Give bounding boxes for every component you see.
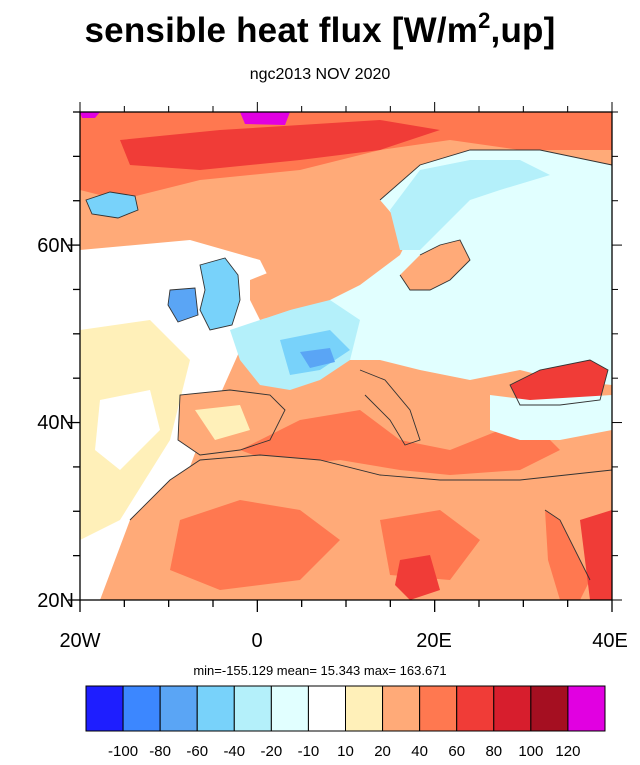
colorbar-label: -20 bbox=[261, 743, 283, 760]
coast-baltic bbox=[399, 239, 471, 291]
x-tick-label-20w: 20W bbox=[59, 630, 100, 652]
colorbar-swatch bbox=[382, 685, 421, 732]
atlantic-white-patch bbox=[95, 390, 160, 470]
colorbar-label: -40 bbox=[223, 743, 245, 760]
sahara-warm bbox=[170, 500, 340, 590]
map-title: sensible heat flux [W/m2,up] bbox=[0, 8, 640, 51]
y-tick-label-60n: 60N bbox=[37, 235, 74, 257]
colorbar-swatch bbox=[530, 685, 569, 732]
colorbar-swatch bbox=[159, 685, 198, 732]
title-tail: ,up] bbox=[490, 11, 556, 50]
colorbar-swatch bbox=[345, 685, 384, 732]
iberia-inner bbox=[195, 405, 250, 440]
colorbar-swatch bbox=[456, 685, 495, 732]
coastlines bbox=[85, 149, 613, 581]
red-sea bbox=[545, 510, 590, 600]
field-layer bbox=[80, 112, 612, 600]
coast-britain bbox=[199, 257, 241, 331]
colorbar-label: -100 bbox=[108, 743, 138, 760]
x-tick-label-0: 0 bbox=[251, 630, 262, 652]
coast-black-sea bbox=[509, 359, 609, 406]
x-axis-labels: 20W 0 20E 40E bbox=[59, 630, 627, 652]
colorbar-swatch bbox=[307, 685, 346, 732]
axis-ticks bbox=[68, 102, 622, 612]
arabia bbox=[580, 510, 612, 600]
coast-red-sea bbox=[544, 509, 591, 581]
great-britain bbox=[200, 258, 240, 330]
colorbar-label: 100 bbox=[518, 743, 543, 760]
coast-iceland bbox=[85, 191, 139, 219]
colorbar-label: 40 bbox=[411, 743, 428, 760]
iceland bbox=[86, 192, 138, 218]
scandinavia-land bbox=[390, 160, 550, 250]
colorbar-label: 20 bbox=[374, 743, 391, 760]
colorbar-swatch bbox=[122, 685, 161, 732]
arctic-magenta-patch bbox=[240, 112, 290, 125]
title-main: sensible heat flux [W/m bbox=[84, 11, 479, 50]
sahara-hot-spot bbox=[395, 555, 440, 600]
coast-ireland bbox=[167, 287, 199, 323]
colorbar: -100 -80 -60 -40 -20 -10 10 20 40 60 80 100 120 bbox=[85, 685, 606, 760]
black-sea bbox=[510, 360, 608, 405]
anatolia bbox=[490, 395, 612, 440]
colorbar-label: 10 bbox=[337, 743, 354, 760]
x-tick-label-40e: 40E bbox=[592, 630, 628, 652]
mediterranean-sea bbox=[240, 410, 560, 475]
corner-magenta-patch bbox=[80, 112, 100, 118]
title-superscript: 2 bbox=[478, 8, 491, 33]
colorbar-label: 120 bbox=[555, 743, 580, 760]
colorbar-swatch bbox=[85, 685, 124, 732]
colorbar-swatch bbox=[567, 685, 606, 732]
colorbar-label: 80 bbox=[485, 743, 502, 760]
north-sea bbox=[250, 260, 330, 320]
arctic-hot-band bbox=[120, 120, 440, 170]
ireland bbox=[168, 288, 198, 322]
coast-north-africa bbox=[129, 454, 613, 521]
colorbar-swatch bbox=[196, 685, 235, 732]
coast-arctic bbox=[379, 149, 613, 201]
colorbar-label: -80 bbox=[149, 743, 171, 760]
x-tick-label-20e: 20E bbox=[416, 630, 452, 652]
coast-iberia bbox=[177, 389, 286, 456]
y-axis-labels: 60N 40N 20N bbox=[37, 235, 74, 612]
colorbar-label: -10 bbox=[298, 743, 320, 760]
colorbar-swatch bbox=[233, 685, 272, 732]
colorbar-swatch bbox=[419, 685, 458, 732]
colorbar-label: -60 bbox=[186, 743, 208, 760]
coast-italy bbox=[359, 369, 421, 446]
stats-line: min=-155.129 mean= 15.343 max= 163.671 bbox=[193, 663, 447, 678]
alps-core bbox=[300, 348, 335, 368]
colorbar-swatch bbox=[270, 685, 309, 732]
map-subtitle: ngc2013 NOV 2020 bbox=[249, 66, 391, 83]
colorbar-label: 60 bbox=[448, 743, 465, 760]
italy bbox=[360, 370, 420, 445]
colorbar-swatch bbox=[493, 685, 532, 732]
y-tick-label-20n: 20N bbox=[37, 590, 74, 612]
y-tick-label-40n: 40N bbox=[37, 412, 74, 434]
